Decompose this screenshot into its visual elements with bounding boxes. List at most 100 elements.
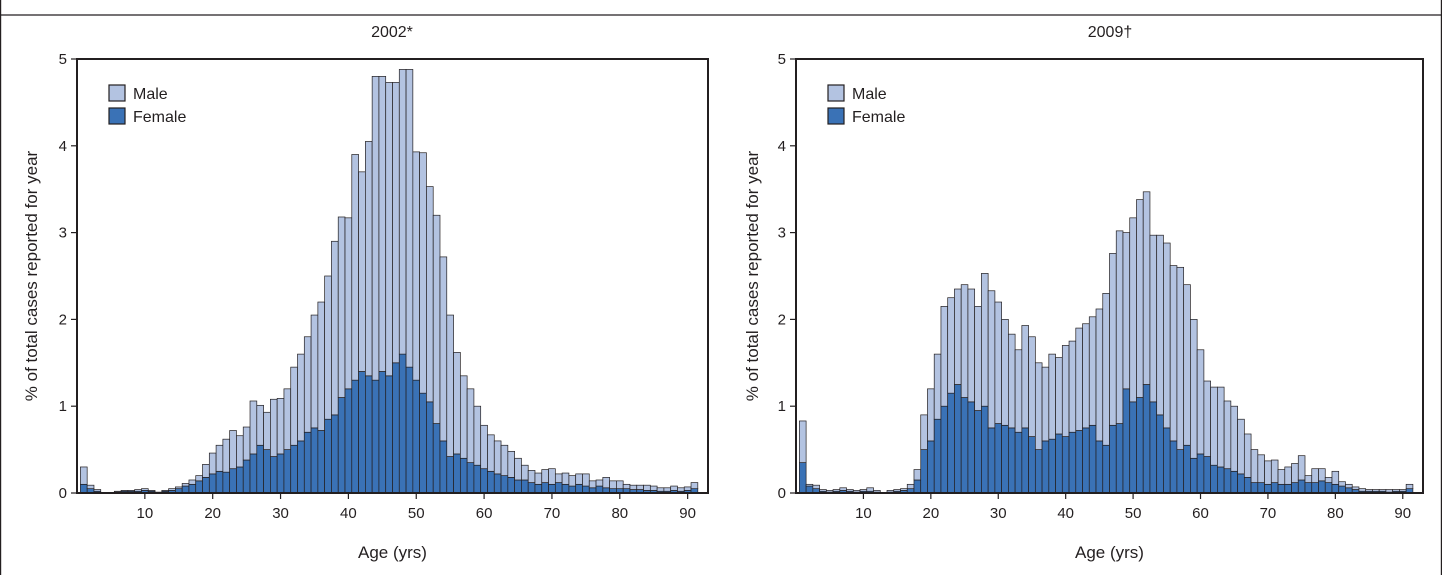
x-tick-label: 50	[1125, 505, 1142, 522]
bar-male-age-63	[1217, 386, 1225, 468]
bar-male-age-79	[609, 480, 617, 490]
bar-female-age-81	[1338, 485, 1346, 494]
bar-male-age-25	[242, 426, 251, 461]
bar-female-age-20	[927, 440, 935, 494]
bar-female-age-26	[249, 453, 258, 494]
bar-male-age-87	[663, 487, 672, 492]
bar-male-age-54	[439, 256, 448, 442]
bar-male-age-75	[582, 473, 590, 487]
x-axis-label: Age (yrs)	[1075, 543, 1144, 562]
bar-male-age-76	[1304, 475, 1313, 483]
bar-female-age-18	[195, 480, 203, 494]
bar-female-age-78	[1318, 480, 1326, 494]
bar-male-age-53	[432, 214, 441, 424]
bar-female-age-19	[920, 449, 928, 494]
bar-male-age-15	[175, 486, 183, 490]
bar-female-age-16	[181, 485, 190, 494]
plot-area-frame	[76, 58, 709, 494]
bar-female-age-44	[1088, 424, 1097, 494]
bar-male-age-60	[480, 424, 488, 470]
bar-female-age-79	[1324, 482, 1333, 494]
panel-title: 2009†	[1088, 24, 1133, 41]
bar-male-age-53	[1149, 234, 1158, 403]
x-tick-label: 40	[1057, 505, 1074, 522]
bar-male-age-62	[493, 440, 502, 475]
x-tick-label: 30	[990, 505, 1007, 522]
bar-female-age-47	[1109, 424, 1117, 494]
bar-female-age-20	[208, 473, 217, 494]
bar-female-age-58	[466, 462, 475, 494]
y-axis-label: % of total cases reported for year	[743, 150, 762, 401]
bar-male-age-25	[960, 284, 969, 398]
x-axis-label: Age (yrs)	[358, 543, 427, 562]
bar-female-age-65	[1230, 470, 1238, 494]
x-tick-label: 70	[544, 505, 561, 522]
bar-female-age-66	[521, 479, 529, 494]
bar-male-age-89	[677, 487, 685, 492]
bar-female-age-19	[202, 477, 210, 494]
bar-female-age-75	[1297, 479, 1306, 494]
x-tick-label: 50	[408, 505, 425, 522]
bar-male-age-2	[86, 484, 95, 490]
bar-female-age-27	[256, 444, 264, 494]
bar-female-age-50	[1129, 401, 1137, 494]
y-tick-label: 5	[59, 51, 67, 68]
bar-female-age-55	[1163, 427, 1171, 494]
bar-female-age-74	[575, 483, 583, 494]
bar-male-age-5	[825, 490, 834, 493]
bar-male-age-31	[283, 388, 292, 450]
y-tick-label: 1	[778, 398, 786, 415]
bar-female-age-30	[994, 423, 1002, 494]
bar-female-age-29	[270, 456, 278, 494]
bar-male-age-3	[93, 489, 102, 492]
bar-male-age-45	[1095, 308, 1104, 442]
bar-male-age-32	[290, 366, 298, 446]
bar-male-age-30	[994, 301, 1002, 424]
bar-male-age-64	[1223, 400, 1232, 470]
bar-female-age-35	[1028, 436, 1036, 494]
x-tick-label: 90	[679, 505, 696, 522]
bar-female-age-67	[527, 482, 536, 494]
bar-female-age-32	[290, 444, 298, 494]
bar-male-age-14	[168, 488, 176, 491]
bar-male-age-85	[649, 485, 658, 491]
bar-female-age-33	[1014, 431, 1023, 494]
bar-female-age-46	[1102, 444, 1110, 494]
bar-male-age-1	[80, 466, 88, 485]
bar-male-age-71	[554, 473, 563, 483]
bar-female-age-57	[1176, 449, 1185, 494]
bar-male-age-13	[161, 490, 169, 492]
bar-female-age-70	[548, 483, 556, 494]
bar-female-age-71	[554, 482, 563, 494]
bar-male-age-27	[974, 306, 982, 411]
x-tick-label: 20	[922, 505, 939, 522]
bar-male-age-1	[799, 420, 807, 463]
bar-male-age-59	[1190, 319, 1198, 459]
bar-male-age-29	[270, 398, 278, 457]
bar-male-age-79	[1324, 477, 1333, 483]
bar-male-age-17	[906, 483, 915, 490]
bar-female-age-64	[1223, 468, 1232, 494]
bar-female-age-59	[473, 464, 482, 494]
bar-male-age-88	[1385, 489, 1394, 493]
bar-male-age-72	[561, 472, 570, 485]
bar-female-age-77	[1311, 482, 1319, 494]
bar-male-age-40	[1061, 345, 1070, 437]
bar-female-age-63	[1217, 466, 1225, 494]
bar-female-age-26	[967, 401, 976, 494]
bar-female-age-52	[1142, 384, 1151, 494]
bar-male-age-86	[1372, 489, 1380, 492]
bar-male-age-32	[1008, 333, 1016, 429]
bar-male-age-58	[466, 388, 475, 463]
bar-male-age-26	[249, 400, 258, 455]
bar-female-age-18	[913, 479, 922, 494]
y-tick-label: 0	[59, 485, 67, 502]
bar-male-age-71	[1270, 459, 1279, 483]
bar-female-age-42	[1075, 430, 1083, 494]
y-tick-label: 5	[778, 51, 786, 68]
bar-female-age-17	[188, 483, 197, 494]
bar-male-age-40	[344, 217, 353, 390]
bar-male-age-77	[595, 479, 604, 487]
bar-male-age-14	[886, 490, 895, 493]
